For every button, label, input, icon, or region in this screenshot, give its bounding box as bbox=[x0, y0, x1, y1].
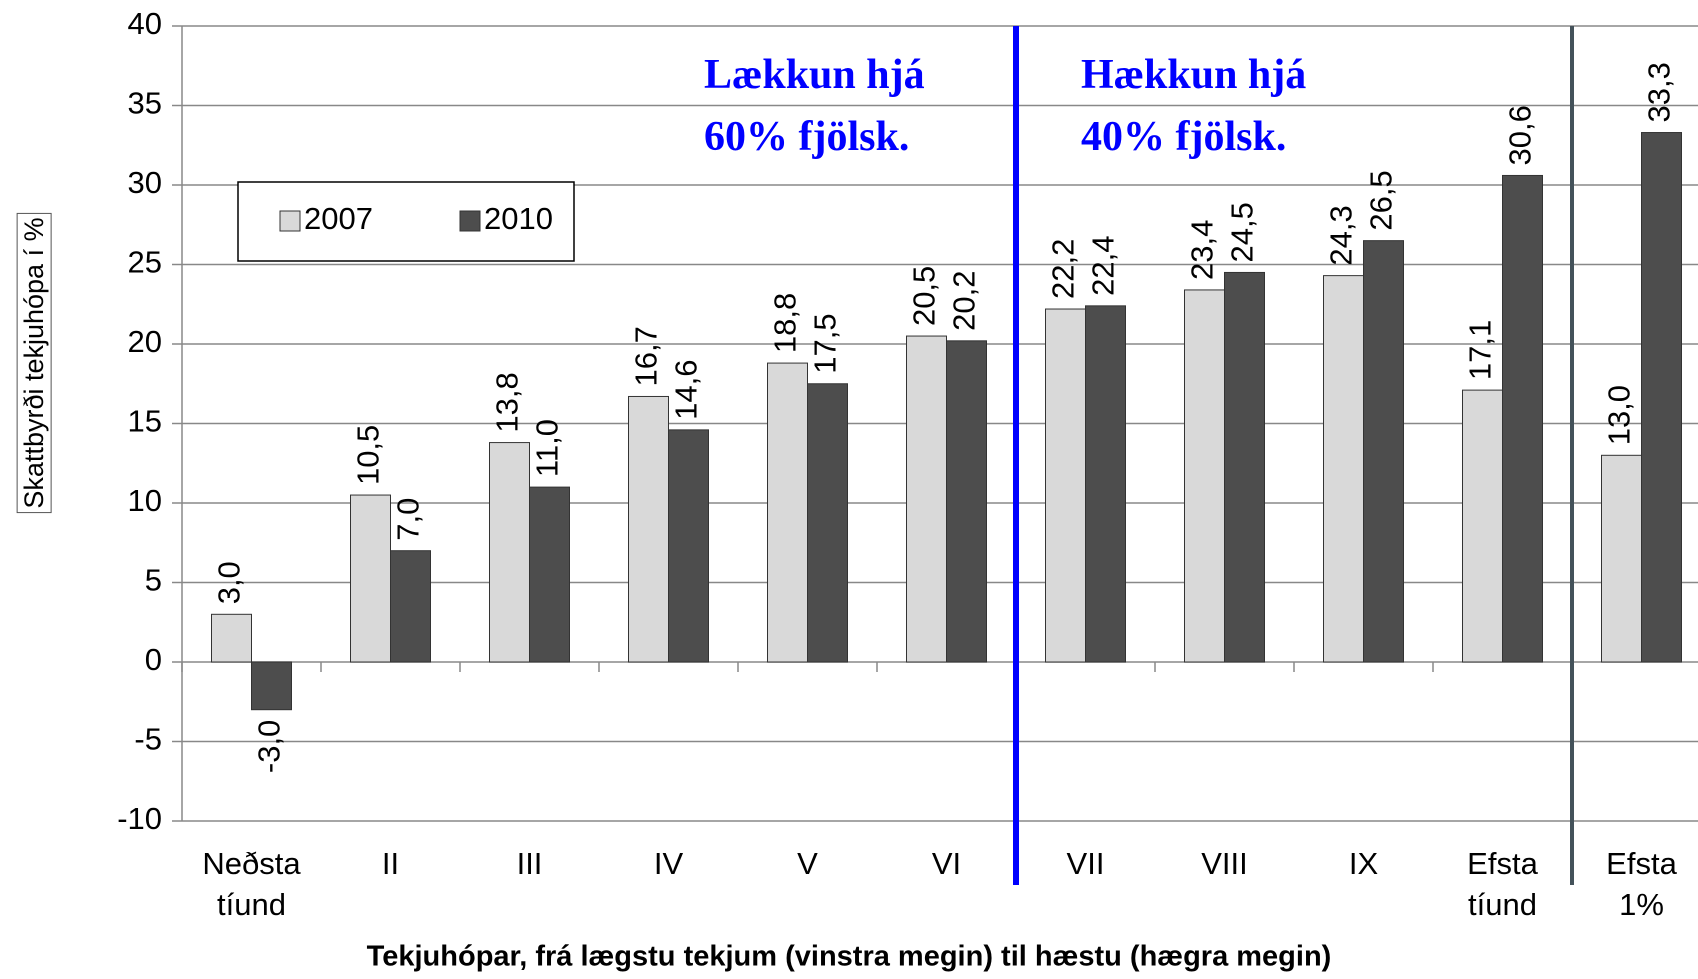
bar bbox=[1184, 289, 1225, 663]
value-label: 11,0 bbox=[530, 419, 565, 477]
legend-label: 2007 bbox=[304, 201, 373, 236]
bar bbox=[1323, 275, 1364, 663]
y-tick-label: 35 bbox=[128, 86, 162, 121]
x-tick-label: VI bbox=[932, 846, 961, 881]
bar bbox=[767, 362, 808, 663]
x-tick-label-line: II bbox=[382, 846, 399, 881]
x-tick-label-line: IV bbox=[654, 846, 684, 881]
value-label: 24,5 bbox=[1225, 202, 1260, 262]
legend-swatch bbox=[459, 210, 481, 232]
x-tick-label-line: Efsta bbox=[1467, 846, 1538, 881]
value-label: 10,5 bbox=[351, 425, 386, 485]
value-label: 24,3 bbox=[1324, 205, 1359, 265]
x-tick-label: IX bbox=[1349, 846, 1379, 881]
x-tick-label: IV bbox=[654, 846, 684, 881]
value-label: 20,2 bbox=[947, 270, 982, 330]
y-tick-label: 15 bbox=[128, 404, 162, 439]
y-tick-label: -10 bbox=[117, 801, 162, 836]
x-tick-label-line: VIII bbox=[1201, 846, 1248, 881]
legend-label: 2010 bbox=[484, 201, 553, 236]
x-axis-label: Tekjuhópar, frá lægstu tekjum (vinstra m… bbox=[367, 941, 1332, 973]
bar bbox=[668, 429, 709, 663]
x-tick-label-line: tíund bbox=[217, 887, 286, 922]
bar bbox=[1641, 132, 1682, 663]
y-tick-label: -5 bbox=[134, 722, 162, 757]
x-tick-label-line: VII bbox=[1067, 846, 1105, 881]
legend-swatch bbox=[279, 210, 301, 232]
x-tick-label-line: III bbox=[517, 846, 543, 881]
value-label: 26,5 bbox=[1364, 170, 1399, 230]
y-axis-label-box bbox=[16, 212, 52, 514]
value-label: 13,0 bbox=[1602, 385, 1637, 445]
value-label: -3,0 bbox=[252, 720, 287, 773]
value-label: 30,6 bbox=[1503, 105, 1538, 165]
bar bbox=[1045, 308, 1086, 663]
bar bbox=[1363, 240, 1404, 663]
x-tick-label: V bbox=[797, 846, 818, 881]
bar bbox=[489, 442, 530, 663]
y-tick-label: 40 bbox=[128, 6, 162, 41]
x-tick-label: Efsta 1% bbox=[1606, 846, 1677, 922]
x-tick-label-line: Neðsta bbox=[202, 846, 301, 881]
value-label: 17,5 bbox=[808, 313, 843, 373]
annotation: Hækkun hjá bbox=[1081, 52, 1306, 98]
value-label: 23,4 bbox=[1185, 220, 1220, 280]
bar bbox=[906, 335, 947, 663]
value-label: 3,0 bbox=[212, 561, 247, 604]
bar bbox=[1601, 454, 1642, 663]
annotation: Lækkun hjá bbox=[704, 52, 925, 98]
bar bbox=[390, 550, 431, 663]
x-tick-label: Efsta tíund bbox=[1467, 846, 1538, 922]
value-label: 14,6 bbox=[669, 360, 704, 420]
y-tick-label: 0 bbox=[145, 642, 162, 677]
value-label: 20,5 bbox=[907, 266, 942, 326]
bar bbox=[807, 383, 848, 663]
value-label: 18,8 bbox=[768, 293, 803, 353]
x-tick-label: III bbox=[517, 846, 543, 881]
value-label: 17,1 bbox=[1463, 320, 1498, 380]
y-tick-label: 10 bbox=[128, 483, 162, 518]
bar bbox=[1085, 305, 1126, 663]
bar bbox=[211, 613, 252, 663]
annotation: 60% fjölsk. bbox=[704, 114, 909, 160]
value-label: 16,7 bbox=[629, 326, 664, 386]
value-label: 7,0 bbox=[391, 498, 426, 541]
y-tick-label: 30 bbox=[128, 165, 162, 200]
value-label: 22,4 bbox=[1086, 235, 1121, 295]
value-label: 13,8 bbox=[490, 372, 525, 432]
x-tick-label: II bbox=[382, 846, 399, 881]
x-tick-label-line: tíund bbox=[1468, 887, 1537, 922]
y-tick-label: 5 bbox=[145, 563, 162, 598]
x-tick-label: VII bbox=[1067, 846, 1105, 881]
bar bbox=[251, 661, 292, 711]
value-label: 22,2 bbox=[1046, 239, 1081, 299]
x-tick-label-line: IX bbox=[1349, 846, 1379, 881]
y-tick-label: 25 bbox=[128, 245, 162, 280]
x-tick-label-line: Efsta bbox=[1606, 846, 1677, 881]
bar bbox=[1502, 174, 1543, 663]
bar bbox=[1224, 271, 1265, 663]
bar bbox=[1462, 389, 1503, 663]
annotation: 40% fjölsk. bbox=[1081, 114, 1286, 160]
x-tick-label-line: V bbox=[797, 846, 818, 881]
value-label: 33,3 bbox=[1642, 62, 1677, 122]
bar bbox=[628, 395, 669, 663]
y-tick-label: 20 bbox=[128, 324, 162, 359]
bar bbox=[529, 486, 570, 663]
x-tick-label-line: VI bbox=[932, 846, 961, 881]
bar bbox=[946, 340, 987, 663]
y-axis-label: Skattbyrði tekjuhópa í % bbox=[19, 217, 49, 508]
bar bbox=[350, 494, 391, 663]
x-tick-label: Neðsta tíund bbox=[202, 846, 301, 922]
x-tick-label-line: 1% bbox=[1619, 887, 1664, 922]
x-tick-label: VIII bbox=[1201, 846, 1248, 881]
